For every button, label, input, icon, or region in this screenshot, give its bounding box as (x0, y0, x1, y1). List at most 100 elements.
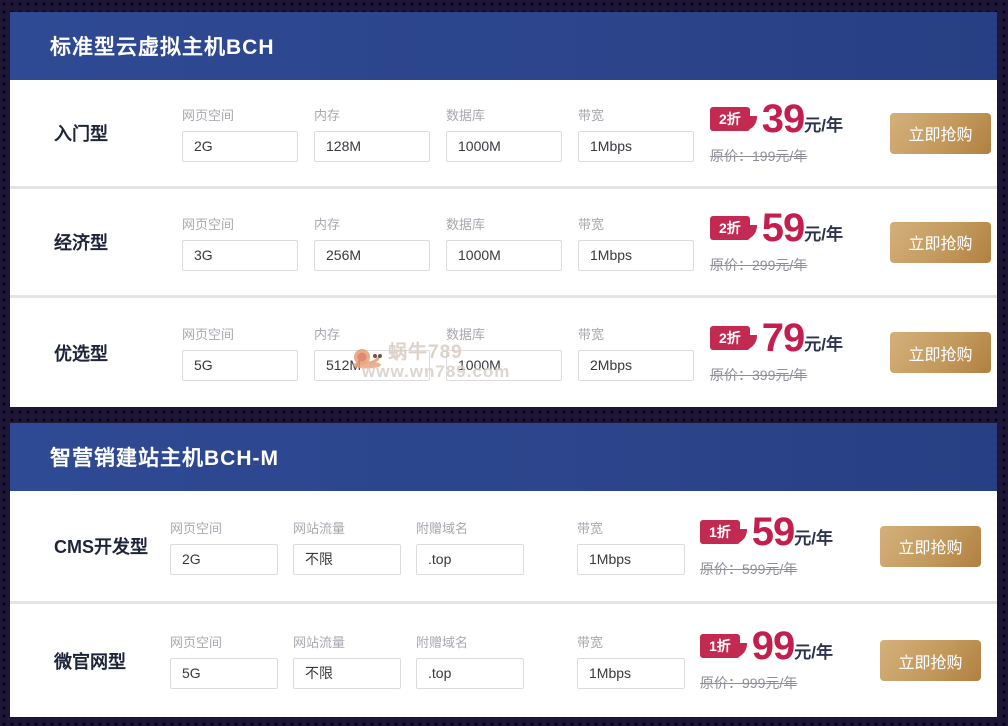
spec-memory: 内存 256M (314, 214, 430, 271)
buy-now-button[interactable]: 立即抢购 (890, 112, 991, 154)
spec-database: 数据库 1000M (446, 214, 562, 271)
plan-name: 入门型 (54, 124, 108, 144)
spec-value-box[interactable]: 3G (182, 239, 298, 271)
price-block: 1折 99 元/年 原价：999元/年 (700, 624, 868, 693)
spec-database: 数据库 1000M (446, 105, 562, 162)
spec-value-box[interactable]: 不限 (293, 658, 401, 689)
spec-label: 附赠域名 (416, 635, 469, 650)
spec-label: 带宽 (578, 216, 605, 232)
price-block: 2折 59 元/年 原价：299元/年 (710, 205, 878, 275)
price-line: 1折 99 元/年 (700, 624, 868, 668)
plan-name: 微官网型 (54, 651, 126, 672)
spec-value-box[interactable]: 1000M (446, 350, 562, 381)
spec-bandwidth: 带宽 1Mbps (577, 518, 685, 575)
price-value: 59 (751, 509, 795, 554)
spec-columns: 网页空间 5G 内存 512M 数据库 1000M 带宽 2Mbps (182, 324, 710, 381)
spec-value-box[interactable]: 128M (314, 130, 430, 162)
spec-traffic: 网站流量 不限 (293, 518, 401, 575)
price-value: 39 (761, 96, 805, 141)
spec-bandwidth: 带宽 2Mbps (578, 324, 694, 381)
plans-panel: CMS开发型 网页空间 2G 网站流量 不限 附赠域名 .top (10, 491, 997, 717)
plan-name: 优选型 (54, 343, 108, 364)
price-line: 1折 59 元/年 (700, 509, 868, 554)
price-block: 2折 79 元/年 原价：399元/年 (710, 318, 878, 385)
spec-value-box[interactable]: 不限 (293, 543, 401, 575)
original-price: 原价：299元/年 (710, 256, 808, 273)
buy-now-button[interactable]: 立即抢购 (890, 332, 991, 373)
plan-name: 经济型 (54, 233, 108, 253)
spec-label: 网站流量 (293, 520, 346, 536)
spec-value-box[interactable]: .top (416, 658, 524, 689)
section-bch-m: 智营销建站主机BCH-M CMS开发型 网页空间 2G 网站流量 不限 附赠域名 (10, 423, 997, 717)
spec-value-box[interactable]: 1000M (446, 239, 562, 271)
section-bch: 标准型云虚拟主机BCH 入门型 网页空间 2G 内存 128M 数据库 (10, 12, 997, 407)
section-header: 智营销建站主机BCH-M (10, 423, 997, 491)
spec-value-box[interactable]: 1Mbps (578, 239, 694, 271)
spec-label: 带宽 (577, 520, 604, 536)
spec-label: 带宽 (577, 635, 604, 650)
spec-value-box[interactable]: 256M (314, 239, 430, 271)
section-header: 标准型云虚拟主机BCH (10, 12, 997, 80)
price-unit: 元/年 (804, 335, 844, 354)
spec-free-domain: 附赠域名 .top (416, 518, 524, 575)
spec-columns: 网页空间 3G 内存 256M 数据库 1000M 带宽 1Mbps (182, 214, 710, 271)
spec-value-box[interactable]: 5G (170, 658, 278, 689)
spec-web-space: 网页空间 3G (182, 214, 298, 271)
original-price: 原价：399元/年 (710, 367, 808, 383)
spec-value-box[interactable]: 1000M (446, 130, 562, 162)
spec-label: 网页空间 (182, 107, 235, 123)
spec-label: 内存 (314, 216, 341, 232)
section-title: 智营销建站主机BCH-M (50, 447, 279, 470)
spec-web-space: 网页空间 2G (170, 518, 278, 575)
spec-memory: 内存 512M (314, 324, 430, 381)
price-line: 2折 59 元/年 (710, 205, 878, 250)
spec-value-box[interactable]: 2G (182, 130, 298, 162)
spec-label: 网页空间 (170, 520, 223, 536)
spec-value-box[interactable]: 2G (170, 543, 278, 575)
spec-label: 附赠域名 (416, 520, 469, 536)
buy-now-button[interactable]: 立即抢购 (880, 640, 981, 681)
spec-value-box[interactable]: .top (416, 543, 524, 575)
plan-name: CMS开发型 (54, 537, 148, 557)
spec-value-box[interactable]: 2Mbps (578, 350, 694, 381)
spec-free-domain: 附赠域名 .top (416, 632, 524, 689)
spec-bandwidth: 带宽 1Mbps (578, 105, 694, 162)
spec-value-box[interactable]: 5G (182, 350, 298, 381)
spec-columns: 网页空间 5G 网站流量 不限 附赠域名 .top 带宽 1Mbps (170, 632, 700, 689)
spec-label: 带宽 (578, 107, 605, 123)
price-value: 99 (751, 624, 795, 668)
spec-value-box[interactable]: 1Mbps (577, 658, 685, 689)
spec-columns: 网页空间 2G 内存 128M 数据库 1000M 带宽 1Mbps (182, 105, 710, 162)
spec-value-box[interactable]: 1Mbps (578, 130, 694, 162)
plan-row-preferred: 优选型 网页空间 5G 内存 512M 数据库 1000M (10, 298, 997, 407)
spec-database: 数据库 1000M (446, 324, 562, 381)
spec-web-space: 网页空间 2G (182, 105, 298, 162)
spec-value-box[interactable]: 512M (314, 350, 430, 381)
spec-value-box[interactable]: 1Mbps (577, 543, 685, 575)
spec-label: 网页空间 (182, 327, 235, 342)
plan-row-economy: 经济型 网页空间 3G 内存 256M 数据库 1000M (10, 189, 997, 298)
price-unit: 元/年 (804, 224, 844, 244)
spec-web-space: 网页空间 5G (170, 632, 278, 689)
spec-label: 网页空间 (170, 635, 223, 650)
price-line: 2折 39 元/年 (710, 96, 878, 141)
spec-label: 网站流量 (293, 635, 346, 650)
spec-bandwidth: 带宽 1Mbps (577, 632, 685, 689)
plan-row-cms: CMS开发型 网页空间 2G 网站流量 不限 附赠域名 .top (10, 491, 997, 604)
price-line: 2折 79 元/年 (710, 318, 878, 358)
spec-columns: 网页空间 2G 网站流量 不限 附赠域名 .top 带宽 1Mbps (170, 518, 700, 575)
buy-now-button[interactable]: 立即抢购 (880, 525, 981, 567)
price-value: 59 (761, 205, 805, 250)
plan-row-entry: 入门型 网页空间 2G 内存 128M 数据库 1000M (10, 80, 997, 189)
discount-badge: 2折 (710, 106, 757, 131)
original-price: 原价：199元/年 (710, 147, 808, 164)
price-block: 1折 59 元/年 原价：599元/年 (700, 509, 868, 579)
spec-traffic: 网站流量 不限 (293, 632, 401, 689)
spec-bandwidth: 带宽 1Mbps (578, 214, 694, 271)
original-price: 原价：999元/年 (700, 675, 798, 691)
discount-badge: 2折 (710, 326, 757, 350)
buy-now-button[interactable]: 立即抢购 (890, 221, 991, 263)
plan-row-micro-site: 微官网型 网页空间 5G 网站流量 不限 附赠域名 .top (10, 604, 997, 717)
price-unit: 元/年 (804, 115, 844, 135)
